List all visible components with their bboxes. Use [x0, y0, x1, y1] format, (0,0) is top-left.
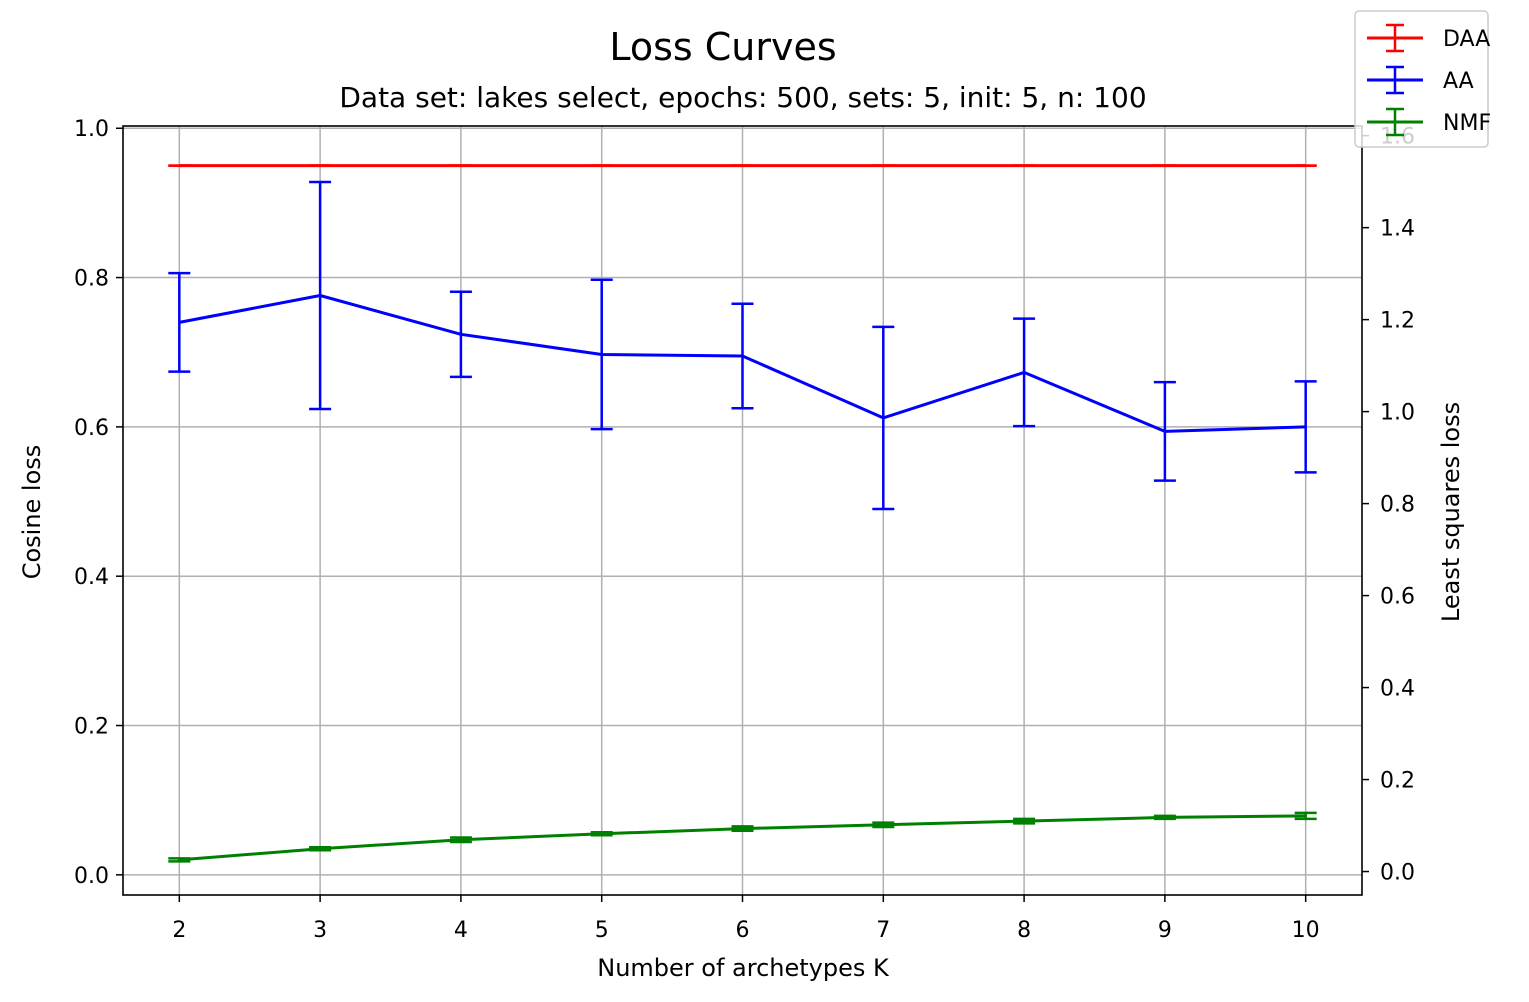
y-right-tick-label: 0.0 [1380, 861, 1415, 886]
x-tick-label: 10 [1292, 918, 1320, 943]
legend-daa-label: DAA [1443, 27, 1490, 52]
legend-nmf-label: NMF [1443, 111, 1491, 136]
x-tick-label: 7 [876, 918, 890, 943]
x-tick-label: 3 [313, 918, 327, 943]
legend-entries: DAA AA NMF [1367, 23, 1491, 137]
x-tick-label: 8 [1017, 918, 1031, 943]
x-tick-label: 2 [172, 918, 186, 943]
x-tick-label: 9 [1158, 918, 1172, 943]
x-axis-label: Number of archetypes K [597, 954, 890, 982]
y-left-tick-label: 0.6 [74, 416, 109, 441]
legend: DAA AA NMF [1354, 10, 1491, 148]
y-left-tick-label: 0.0 [74, 864, 109, 889]
y-right-tick-label: 0.4 [1380, 677, 1415, 702]
y-left-tick-label: 1.0 [74, 117, 109, 142]
y-right-tick-label: 1.4 [1380, 217, 1415, 242]
y-axis-left-label: Cosine loss [18, 445, 46, 580]
y-right-tick-label: 0.2 [1380, 769, 1415, 794]
y-left-tick-label: 0.2 [74, 715, 109, 740]
y-right-tick-label: 1.0 [1380, 401, 1415, 426]
x-tick-label: 6 [736, 918, 750, 943]
y-left-tick-label: 0.8 [74, 267, 109, 292]
y-left-tick-label: 0.4 [74, 565, 109, 590]
plot-series [168, 164, 1317, 863]
y-right-tick-label: 0.6 [1380, 585, 1415, 610]
y-axis-right-label: Least squares loss [1437, 402, 1465, 622]
y-right-tick-label: 0.8 [1380, 493, 1415, 518]
x-tick-label: 4 [454, 918, 468, 943]
chart-subtitle: Data set: lakes select, epochs: 500, set… [339, 81, 1146, 114]
legend-aa-label: AA [1443, 69, 1474, 94]
x-tick-label: 5 [595, 918, 609, 943]
y-right-tick-label: 1.2 [1380, 309, 1415, 334]
chart-title: Loss Curves [609, 25, 836, 69]
axes-ticks: 2 3 4 5 6 7 8 9 10 0.0 0.2 0.4 0.6 0.8 1.0 0.0 0.2 0.4 0.6… [74, 117, 1415, 943]
